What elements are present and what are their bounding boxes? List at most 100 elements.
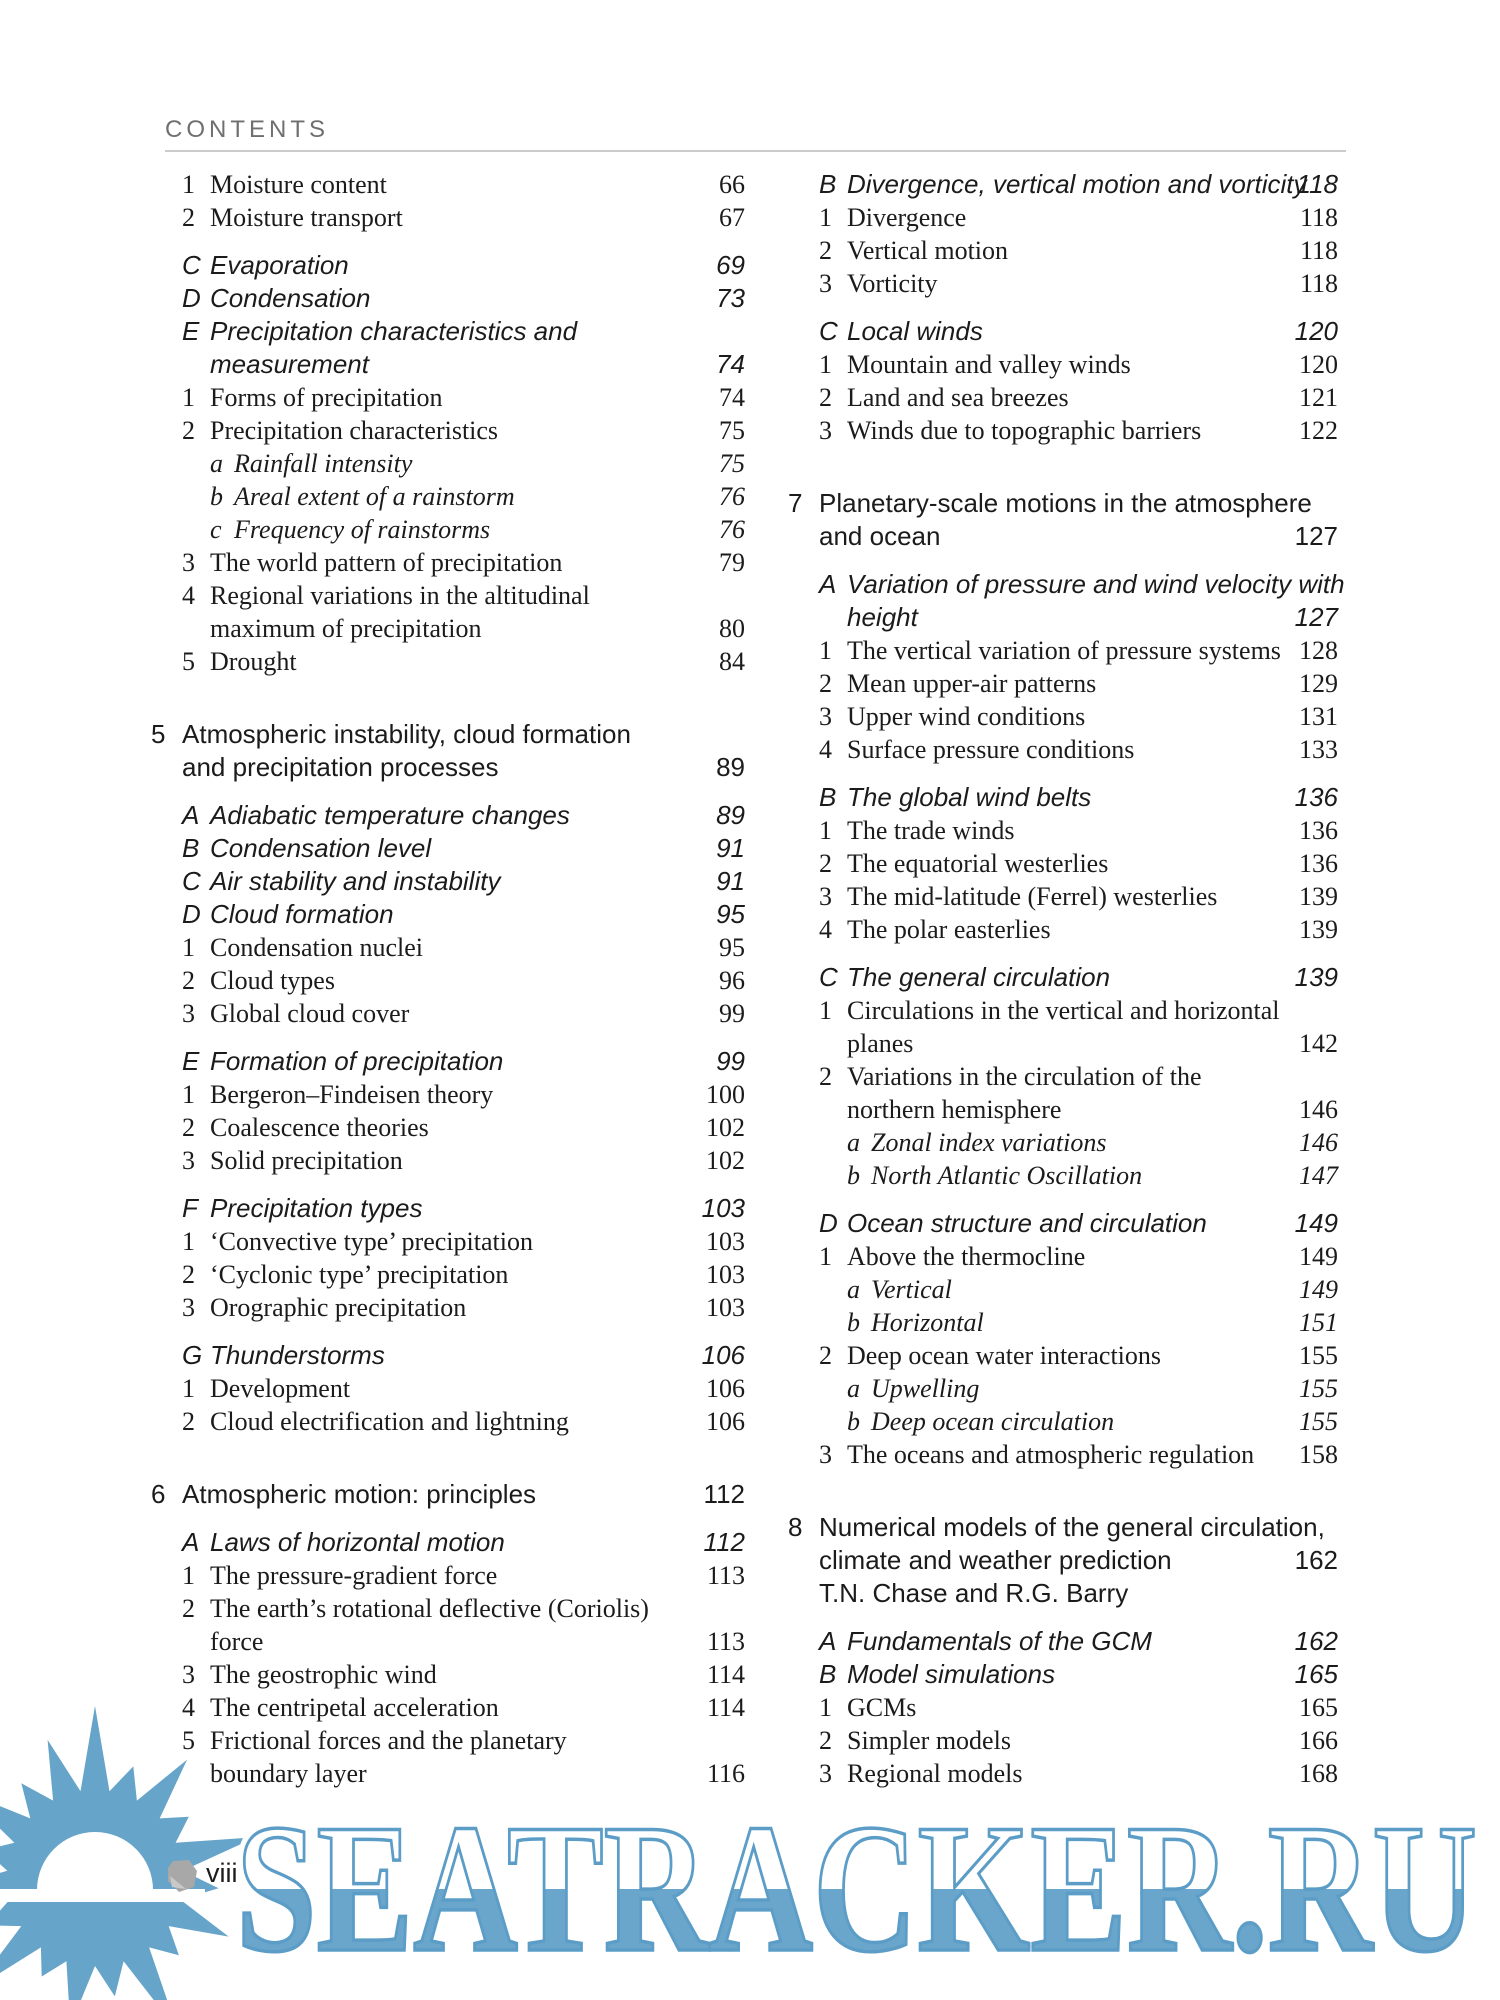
- toc-row-label: C: [819, 962, 838, 992]
- toc-entry-row: 3 The mid-latitude (Ferrel) westerlies 139: [788, 880, 1338, 913]
- toc-entry-text: Simpler models: [847, 1726, 1011, 1755]
- toc-row-label: 3: [182, 548, 195, 577]
- toc-entry-row: 4 Surface pressure conditions 133: [788, 733, 1338, 766]
- toc-row-label: A: [182, 1527, 200, 1557]
- toc-entry-text: Deep ocean water interactions: [847, 1341, 1162, 1370]
- toc-row-label: 5: [151, 719, 166, 749]
- toc-entry-row: C Evaporation 69: [151, 249, 745, 282]
- toc-entry-text: Drought: [210, 647, 297, 676]
- toc-entry-text: The trade winds: [847, 816, 1015, 845]
- sun-horizon-gap: [0, 1889, 205, 1902]
- toc-entry-row: 4 The polar easterlies 139: [788, 913, 1338, 946]
- folio-page-number: viii: [206, 1858, 238, 1888]
- toc-entry-row: 3 Orographic precipitation 103: [151, 1291, 745, 1324]
- toc-row-label: 3: [182, 1146, 195, 1175]
- toc-page-number: 149: [1299, 1242, 1338, 1271]
- toc-entry-row: b Areal extent of a rainstorm 76: [151, 480, 745, 513]
- toc-page-number: 76: [719, 515, 745, 544]
- toc-entry-text: Regional models: [847, 1759, 1023, 1788]
- toc-entry-row: 3 The geostrophic wind 114: [151, 1658, 745, 1691]
- toc-row-label: 1: [182, 1561, 195, 1590]
- toc-entry-row: A Variation of pressure and wind velocity…: [788, 568, 1345, 634]
- toc-entry-row: 2 The earth’s rotational deflective (Cori…: [151, 1592, 745, 1658]
- toc-entry-text: Variation of pressure and wind velocity …: [847, 569, 1345, 599]
- toc-row-label: B: [819, 169, 837, 199]
- toc-page-number: 66: [719, 170, 745, 199]
- toc-row-label: 2: [819, 383, 832, 412]
- toc-entry-row: 3 Regional models 168: [788, 1757, 1338, 1790]
- toc-row-label: 1: [182, 383, 195, 412]
- toc-row-label: A: [819, 1626, 837, 1656]
- toc-entry-text: Numerical models of the general circulat…: [819, 1512, 1325, 1542]
- toc-entry-text: Horizontal: [871, 1308, 984, 1337]
- toc-page-number: 131: [1299, 702, 1338, 731]
- toc-page-number: 112: [703, 1527, 745, 1557]
- toc-entry-row: 3 Solid precipitation 102: [151, 1144, 745, 1177]
- toc-page-number: 74: [719, 383, 745, 412]
- toc-entry-text: Variations in the circulation of the: [847, 1062, 1202, 1091]
- toc-row-label: 1: [819, 816, 832, 845]
- toc-entry-row: 1 Condensation nuclei 95: [151, 931, 745, 964]
- toc-row-label: 2: [819, 1062, 832, 1091]
- toc-row-label: 2: [182, 966, 195, 995]
- toc-page-number: 102: [706, 1146, 745, 1175]
- toc-entry-text: The oceans and atmospheric regulation: [847, 1440, 1255, 1469]
- toc-entry-row: 2 Coalescence theories 102: [151, 1111, 745, 1144]
- toc-entry-text: Ocean structure and circulation: [847, 1208, 1207, 1238]
- toc-entry-row: 1 Moisture content 66: [151, 168, 745, 201]
- toc-entry-text: Development: [210, 1374, 351, 1403]
- toc-row-label: 1: [819, 1693, 832, 1722]
- toc-entry-row: 2 Vertical motion 118: [788, 234, 1338, 267]
- toc-page-number: 106: [701, 1340, 745, 1370]
- toc-row-label: C: [182, 250, 201, 280]
- toc-entry-text: and precipitation processes: [182, 752, 499, 782]
- toc-row-label: 7: [788, 488, 803, 518]
- toc-row-label: 3: [182, 1293, 195, 1322]
- sun-dome: [37, 1832, 153, 1890]
- toc-entry-row: 2 Cloud electrification and lightning 106: [151, 1405, 745, 1438]
- toc-page-number: 79: [719, 548, 745, 577]
- toc-entry-row: 1 Development 106: [151, 1372, 745, 1405]
- toc-entry-text: Vorticity: [847, 269, 938, 298]
- toc-entry-row: 4 The centripetal acceleration 114: [151, 1691, 745, 1724]
- toc-entry-text: Divergence: [847, 203, 967, 232]
- toc-row-label: 2: [819, 1341, 832, 1370]
- toc-page-number: 146: [1299, 1128, 1338, 1157]
- toc-row-label: D: [182, 283, 201, 313]
- toc-page-number: 95: [716, 899, 745, 929]
- toc-page-number: 155: [1299, 1407, 1338, 1436]
- toc-entry-text: The global wind belts: [847, 782, 1092, 812]
- toc-row-label: c: [210, 515, 222, 544]
- toc-entry-text: Vertical motion: [847, 236, 1009, 265]
- toc-entry-text: Regional variations in the altitudinal: [210, 581, 590, 610]
- toc-entry-row: 2 Moisture transport 67: [151, 201, 745, 234]
- toc-page-number: 95: [719, 933, 745, 962]
- toc-entry-row: 1 Forms of precipitation 74: [151, 381, 745, 414]
- toc-row-label: 3: [182, 1660, 195, 1689]
- toc-entry-text: Condensation: [210, 283, 371, 313]
- toc-entry-row: 2 Variations in the circulation of the nor…: [788, 1060, 1338, 1126]
- toc-entry-text: Atmospheric instability, cloud formation: [182, 719, 631, 749]
- toc-page-number: 118: [1299, 203, 1338, 232]
- toc-entry-row: 3 Upper wind conditions 131: [788, 700, 1338, 733]
- toc-entry-row: b Horizontal 151: [788, 1306, 1338, 1339]
- toc-page-number: 99: [719, 999, 745, 1028]
- toc-page-number: 121: [1299, 383, 1338, 412]
- toc-entry-text: Bergeron–Findeisen theory: [210, 1080, 494, 1109]
- toc-entry-text: Laws of horizontal motion: [210, 1527, 505, 1557]
- toc-entry-text: T.N. Chase and R.G. Barry: [819, 1578, 1129, 1608]
- toc-row-label: 2: [819, 669, 832, 698]
- toc-row-label: 1: [182, 170, 195, 199]
- watermark-halo: SEATRACKER.RU: [236, 1786, 1477, 1990]
- toc-entry-text: Frictional forces and the planetary: [210, 1726, 567, 1755]
- toc-row-label: 1: [182, 1227, 195, 1256]
- toc-row-label: 2: [182, 416, 195, 445]
- toc-page-number: 165: [1294, 1659, 1338, 1689]
- toc-entry-text: Divergence, vertical motion and vorticit…: [847, 169, 1307, 199]
- toc-entry-text: Forms of precipitation: [210, 383, 443, 412]
- toc-page-number: 136: [1299, 849, 1338, 878]
- page-header-title: CONTENTS: [165, 116, 329, 143]
- toc-row-label: 2: [819, 1726, 832, 1755]
- toc-entry-row: C The general circulation 139: [788, 961, 1338, 994]
- toc-page-number: 146: [1299, 1095, 1338, 1124]
